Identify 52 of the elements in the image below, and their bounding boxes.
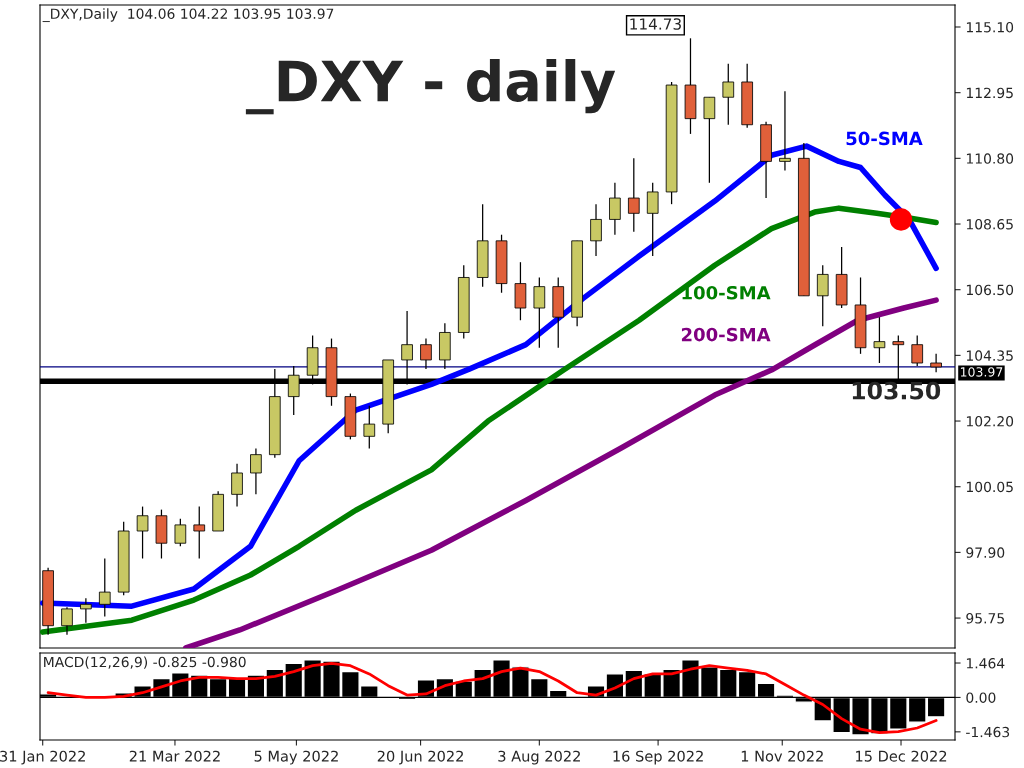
x-tick-label: 1 Nov 2022 bbox=[741, 750, 823, 762]
y-tick-label: 95.75 bbox=[966, 613, 1004, 624]
y-tick-label: 0.00 bbox=[966, 692, 996, 703]
y-tick-label: 100.05 bbox=[966, 481, 1013, 493]
candlestick bbox=[193, 505, 206, 560]
series-label: 50-SMA bbox=[846, 131, 923, 146]
candlestick bbox=[174, 518, 187, 547]
series-label: 200-SMA bbox=[681, 327, 771, 342]
ref-line-label: 103.50 bbox=[852, 381, 941, 400]
y-tick-label: 106.50 bbox=[966, 284, 1014, 296]
candlestick bbox=[816, 264, 829, 327]
candlestick bbox=[250, 447, 262, 495]
candlestick bbox=[533, 276, 546, 349]
y-tick-label: -1.463 bbox=[966, 726, 1010, 738]
candlestick bbox=[61, 606, 73, 636]
text: _DXY - daily bbox=[245, 59, 616, 115]
y-tick-label: 97.90 bbox=[966, 547, 1005, 558]
candlestick bbox=[779, 90, 791, 172]
x-tick-label: 21 Mar 2022 bbox=[129, 750, 220, 762]
candlestick bbox=[136, 505, 149, 560]
x-tick-label: 16 Sep 2022 bbox=[613, 750, 703, 765]
candlestick bbox=[80, 597, 92, 624]
x-tick-label: 5 May 2022 bbox=[254, 750, 338, 765]
x-tick-label: 3 Aug 2022 bbox=[498, 750, 580, 765]
y-tick-label: 115.10 bbox=[966, 21, 1014, 33]
candlestick bbox=[98, 557, 111, 618]
chart-title: MACD(12,26,9) -0.825 -0.980 bbox=[44, 656, 246, 669]
chart-subtitle: _DXY,Daily 104.06 104.22 103.95 103.97 bbox=[42, 8, 334, 23]
candlestick bbox=[930, 353, 942, 373]
candlestick bbox=[609, 182, 621, 236]
annotation: 114.73 bbox=[630, 18, 681, 30]
x-tick-label: 15 Dec 2022 bbox=[856, 750, 947, 762]
candlestick bbox=[231, 463, 243, 508]
candlestick bbox=[420, 337, 432, 370]
candlestick bbox=[627, 157, 640, 233]
candlestick bbox=[873, 316, 886, 364]
y-tick-label: 104.35 bbox=[966, 350, 1013, 361]
candlestick bbox=[646, 182, 659, 257]
ref-line-label: 103.97 bbox=[960, 367, 1003, 377]
candlestick bbox=[703, 96, 716, 184]
y-tick-label: 102.20 bbox=[966, 416, 1014, 427]
y-tick-label: 110.80 bbox=[966, 153, 1014, 164]
x-tick-label: 31 Jan 2022 bbox=[0, 750, 85, 765]
candlestick bbox=[911, 334, 924, 367]
series-label: 100-SMA bbox=[682, 285, 771, 300]
candlestick bbox=[590, 203, 602, 257]
y-tick-label: 1.464 bbox=[966, 657, 1005, 669]
x-tick-label: 20 Jun 2022 bbox=[377, 750, 463, 765]
candlestick bbox=[722, 63, 735, 126]
y-tick-label: 108.65 bbox=[966, 218, 1013, 230]
candlestick bbox=[363, 405, 376, 450]
y-tick-label: 112.95 bbox=[966, 87, 1013, 99]
